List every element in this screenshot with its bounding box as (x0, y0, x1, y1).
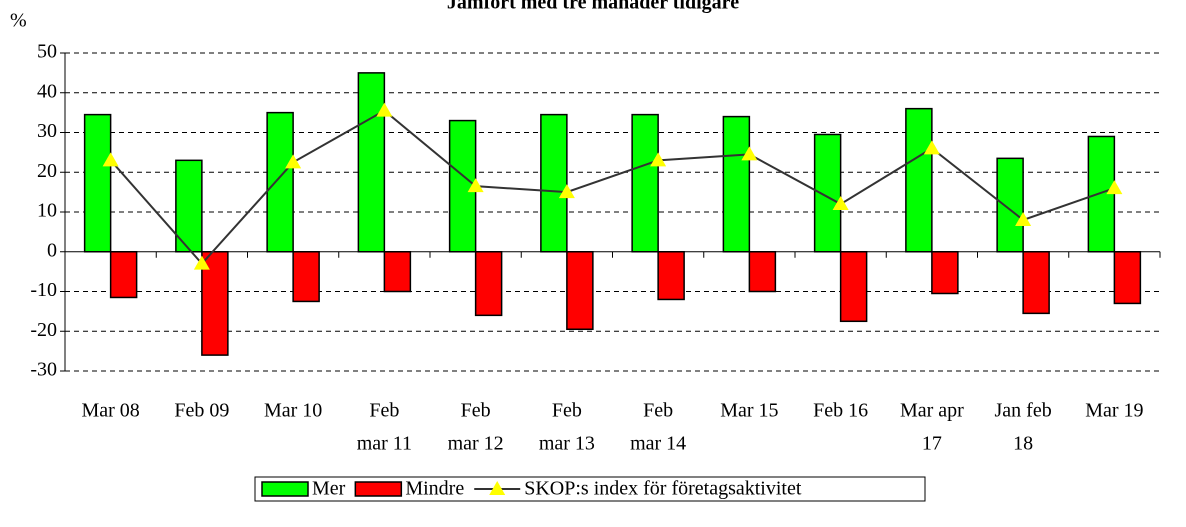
x-tick-label: mar 14 (630, 433, 686, 455)
bar (540, 113, 568, 253)
bar (748, 251, 777, 293)
legend-label: SKOP:s index för företagsaktivitet (524, 478, 802, 500)
marker (285, 154, 302, 169)
chart-title: Jämfört med tre månader tidigare (447, 0, 739, 14)
x-tick-label: Feb (552, 400, 582, 422)
x-tick-label: Feb 16 (813, 400, 868, 422)
bar (292, 251, 320, 303)
y-tick-label: -10 (30, 279, 57, 301)
marker (741, 146, 758, 161)
bar (1022, 251, 1050, 315)
x-tick-label: Jan feb (995, 400, 1052, 422)
x-tick-label: Feb 09 (174, 400, 229, 422)
marker (1015, 211, 1032, 226)
x-tick-label: mar 11 (357, 433, 412, 455)
bar (266, 111, 294, 253)
bar (631, 113, 659, 253)
y-tick-label: 20 (37, 160, 57, 182)
legend-box (254, 476, 926, 502)
x-tick-label: Mar apr (900, 400, 964, 422)
y-tick-label: -30 (30, 359, 57, 381)
bar (657, 251, 685, 301)
x-tick-label: 18 (1013, 433, 1033, 455)
legend-swatch (261, 481, 309, 497)
x-tick-label: mar 13 (539, 433, 595, 455)
x-tick-label: Feb (461, 400, 491, 422)
marker (193, 255, 210, 270)
x-tick-label: Feb (643, 400, 673, 422)
bar (175, 159, 203, 253)
marker (1106, 180, 1123, 195)
x-tick-label: Mar 15 (720, 400, 778, 422)
legend-label: Mer (312, 478, 346, 500)
x-tick-label: Mar 10 (264, 400, 322, 422)
bar (474, 251, 503, 317)
y-tick-label: 10 (37, 200, 57, 222)
bar (566, 251, 594, 331)
x-tick-label: 17 (922, 433, 942, 455)
bar (996, 157, 1024, 253)
marker (376, 102, 393, 117)
y-tick-label: 30 (37, 120, 57, 142)
marker (832, 196, 849, 211)
bar (1113, 251, 1142, 305)
bar (931, 251, 959, 295)
marker (102, 152, 119, 167)
marker (558, 184, 575, 199)
marker (650, 152, 667, 167)
marker (923, 140, 940, 155)
bar (357, 72, 386, 253)
bar (722, 115, 751, 253)
bar (905, 107, 933, 253)
y-tick-label: -20 (30, 319, 57, 341)
x-tick-label: Mar 19 (1085, 400, 1143, 422)
y-tick-label: 40 (37, 80, 57, 102)
y-tick-label: 0 (47, 239, 57, 261)
marker (467, 178, 484, 193)
legend-label: Mindre (405, 478, 464, 500)
y-axis-label: % (10, 10, 27, 32)
x-tick-label: Mar 08 (81, 400, 139, 422)
x-tick-label: mar 12 (448, 433, 504, 455)
bar (109, 251, 138, 299)
bar (83, 113, 112, 253)
bar (839, 251, 868, 323)
legend-marker (489, 481, 506, 495)
x-tick-label: Feb (369, 400, 399, 422)
line (109, 109, 1115, 266)
y-tick-label: 50 (37, 41, 57, 63)
legend-swatch (354, 481, 403, 497)
bar (383, 251, 412, 293)
